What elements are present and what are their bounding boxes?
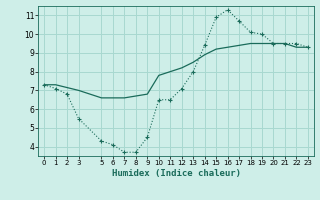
X-axis label: Humidex (Indice chaleur): Humidex (Indice chaleur) [111,169,241,178]
